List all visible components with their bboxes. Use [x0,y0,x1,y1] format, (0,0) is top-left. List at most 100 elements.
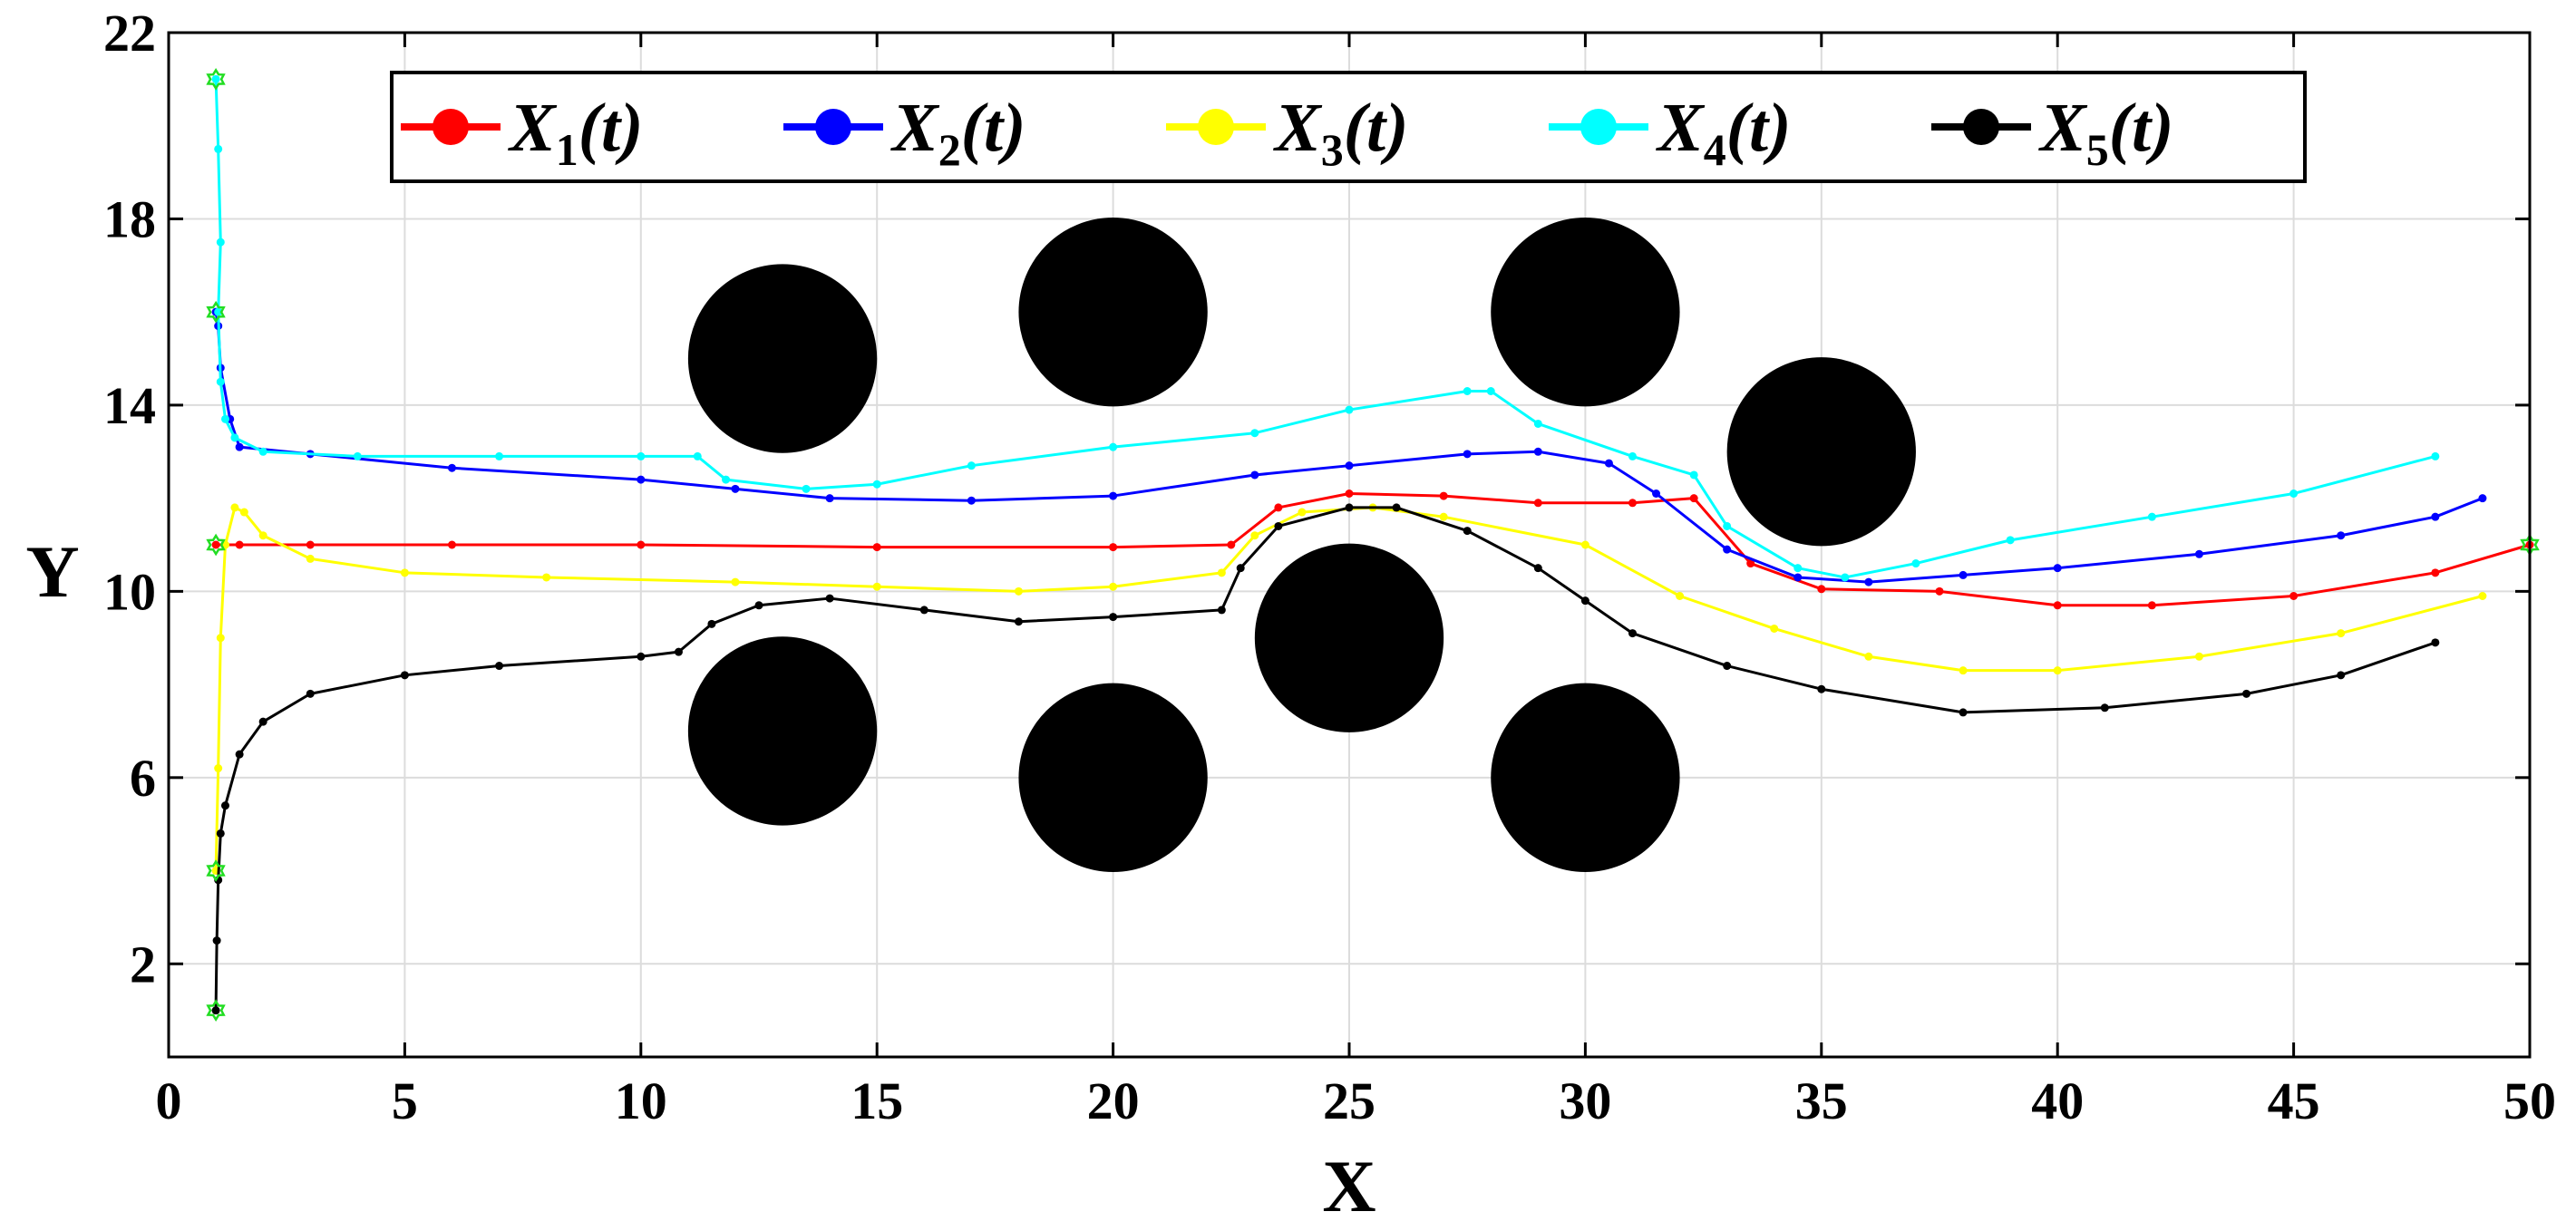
obstacle-circle [687,264,878,453]
data-point [872,582,881,591]
obstacle-circle [1491,683,1680,872]
data-point [211,1006,220,1015]
data-point [214,144,223,153]
data-point [220,801,229,810]
data-point [2147,512,2156,521]
data-point [258,531,267,540]
data-point [214,764,223,773]
data-point [258,447,267,456]
data-point [2100,703,2109,712]
x-tick-label: 10 [615,1071,667,1130]
data-point [1236,564,1245,573]
data-point [306,554,315,563]
data-point [1841,573,1850,582]
data-point [2053,564,2062,573]
waypoint-marker [206,533,226,557]
x-tick-label: 20 [1087,1071,1140,1130]
data-point [825,594,834,603]
data-point [1817,585,1826,594]
data-point [1604,459,1613,468]
data-point [211,540,220,549]
data-point [1109,442,1118,451]
data-point [1439,512,1448,521]
data-point [1959,570,1968,579]
data-point [2242,689,2251,698]
data-point [1628,629,1637,638]
data-point [1109,543,1118,552]
data-point [872,543,881,552]
data-point [258,717,267,726]
data-point [2194,549,2203,558]
legend-item: X1(t) [401,90,643,175]
waypoint-marker [206,859,226,882]
data-point [1723,545,1732,554]
x-tick-label: 35 [1795,1071,1848,1130]
x-tick-label: 5 [392,1071,418,1130]
data-point [1345,489,1354,498]
obstacles [687,218,1916,872]
data-point [693,451,702,460]
data-point [216,829,225,838]
data-point [1793,564,1803,573]
data-point [1580,540,1589,549]
data-point [825,494,834,503]
data-point [1274,521,1283,530]
data-point [1463,527,1472,536]
data-point [637,540,646,549]
data-point [235,540,244,549]
data-point [1109,491,1118,500]
data-point [1345,461,1354,470]
data-point [2337,531,2346,540]
obstacle-circle [1491,218,1680,407]
data-point [235,750,244,759]
obstacle-circle [687,636,878,826]
data-point [2337,671,2346,680]
legend-swatch-marker [1198,109,1234,145]
legend-label: X4(t) [1656,90,1791,175]
y-tick-label: 22 [103,4,156,63]
y-tick-label: 18 [103,189,156,248]
series-line [214,506,2436,1011]
data-point [2431,512,2440,521]
data-point [919,606,928,615]
data-point [216,377,225,386]
obstacle-circle [1018,218,1208,407]
legend-swatch-marker [1580,109,1617,145]
data-point [1533,447,1542,456]
data-point [1935,586,1944,596]
data-point [306,689,315,698]
data-point [495,451,504,460]
x-tick-label: 15 [851,1071,903,1130]
data-point [1250,470,1259,480]
data-point [1817,684,1826,693]
data-point [1533,499,1542,508]
x-tick-label: 0 [156,1071,182,1130]
data-point [1864,577,1873,586]
data-point [1486,387,1495,395]
data-point [637,475,646,484]
data-point [1628,451,1637,460]
data-point [239,508,248,517]
data-point [1580,596,1589,606]
data-point [1533,564,1542,573]
data-point [2289,489,2299,498]
data-point [220,414,229,423]
data-point [1345,503,1354,512]
data-point [1723,662,1732,671]
data-point [230,503,239,512]
data-point [2478,592,2487,600]
data-point [1298,508,1307,517]
data-point [2431,451,2440,460]
data-point [1770,624,1779,633]
legend-item: X5(t) [1931,90,2173,175]
waypoint-marker [206,999,226,1022]
data-point [1227,540,1236,549]
data-point [1689,494,1698,503]
legend-item: X2(t) [783,90,1026,175]
data-point [731,577,740,586]
data-point [1250,429,1259,438]
data-point [1217,606,1226,615]
y-axis-label: Y [25,530,79,613]
series-4 [211,74,2440,582]
data-point [2431,568,2440,577]
